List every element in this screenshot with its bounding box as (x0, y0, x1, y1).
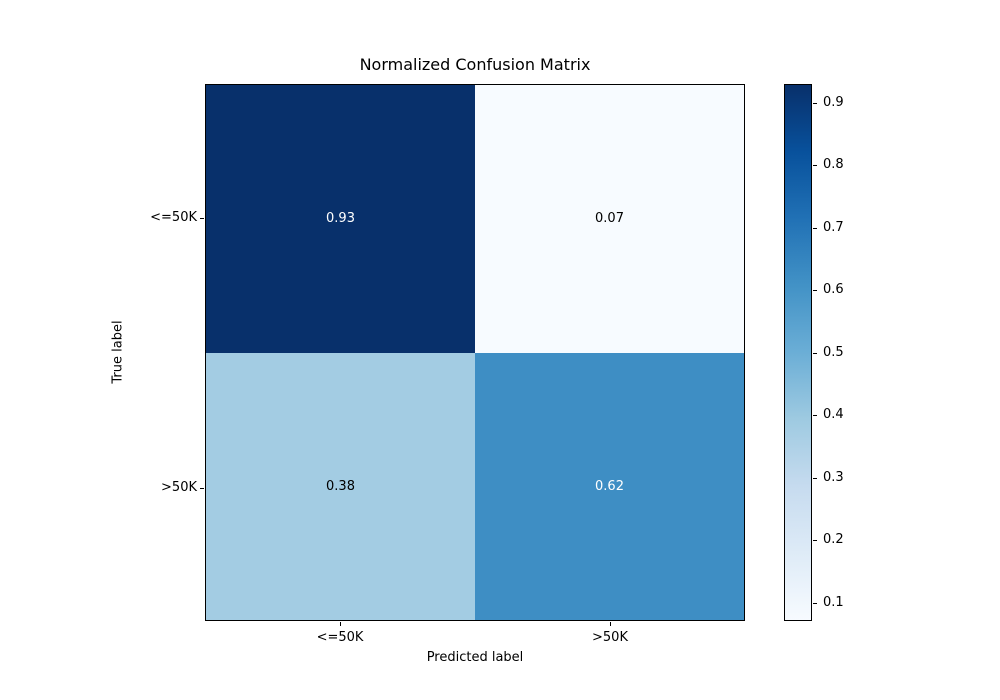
colorbar-tick-label: 0.9 (823, 95, 844, 110)
heatmap-grid: 0.93 0.07 0.38 0.62 (205, 84, 745, 621)
y-axis-tick-mark (200, 488, 204, 489)
x-tick-label-0: <=50K (316, 630, 364, 645)
y-axis-label: True label (110, 320, 126, 384)
chart-title: Normalized Confusion Matrix (359, 55, 591, 74)
colorbar-tick-mark (813, 478, 817, 479)
colorbar-tick-label: 0.5 (823, 345, 844, 360)
colorbar-tick-mark (813, 415, 817, 416)
colorbar-tick-mark (813, 228, 817, 229)
y-axis-tick-mark (200, 218, 204, 219)
colorbar-tick-mark (813, 165, 817, 166)
y-tick-label-1: >50K (161, 480, 197, 495)
colorbar-tick-label: 0.1 (823, 595, 844, 610)
heatmap-cell-true1-pred1: 0.62 (475, 352, 744, 620)
x-axis-tick-mark (340, 622, 341, 626)
colorbar-tick-label: 0.7 (823, 220, 844, 235)
cell-value: 0.62 (595, 478, 624, 494)
colorbar-tick-mark (813, 603, 817, 604)
colorbar-tick-mark (813, 103, 817, 104)
heatmap-cell-true0-pred0: 0.93 (206, 85, 475, 353)
x-tick-label-1: >50K (592, 630, 628, 645)
y-tick-label-0: <=50K (150, 210, 197, 225)
heatmap-cell-true0-pred1: 0.07 (475, 85, 744, 353)
colorbar-tick-label: 0.6 (823, 282, 844, 297)
colorbar-tick-label: 0.8 (823, 157, 844, 172)
colorbar-gradient (784, 84, 812, 621)
heatmap-cell-true1-pred0: 0.38 (206, 352, 475, 620)
colorbar-tick-mark (813, 540, 817, 541)
cell-value: 0.38 (326, 478, 355, 494)
colorbar-tick-label: 0.2 (823, 532, 844, 547)
colorbar-tick-label: 0.4 (823, 407, 844, 422)
x-axis-tick-mark (610, 622, 611, 626)
colorbar-tick-mark (813, 290, 817, 291)
colorbar-tick-label: 0.3 (823, 470, 844, 485)
colorbar-tick-mark (813, 353, 817, 354)
cell-value: 0.07 (595, 211, 624, 227)
cell-value: 0.93 (326, 211, 355, 227)
x-axis-label: Predicted label (426, 650, 524, 665)
